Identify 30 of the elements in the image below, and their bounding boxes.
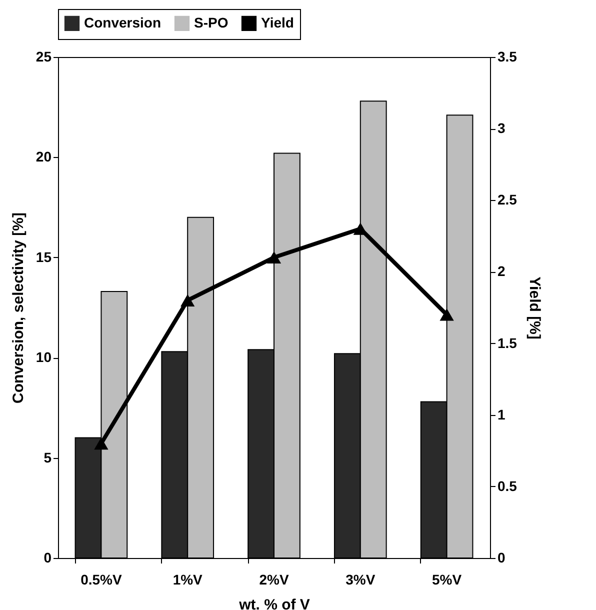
y-tick-label: 10 (36, 349, 52, 366)
y2-tick-label: 1.5 (498, 334, 518, 351)
y-tick-label: 25 (36, 48, 52, 64)
y2-tick-label: 2 (498, 263, 506, 280)
y-tick-label: 5 (44, 449, 52, 466)
x-tick-label: 0.5%V (80, 572, 122, 588)
legend-label: Yield (261, 14, 294, 30)
x-tick-label: 3%V (346, 572, 376, 588)
x-tick-label: 2%V (259, 572, 290, 588)
y2-tick-label: 3.5 (498, 48, 518, 64)
y-tick-label: 20 (36, 148, 52, 165)
y2-tick-label: 3 (498, 120, 506, 136)
x-tick-label: 1%V (172, 572, 204, 588)
x-tick-label: 5%V (432, 572, 462, 588)
point (440, 308, 454, 321)
point (180, 294, 195, 306)
y-tick-label: 15 (36, 248, 52, 265)
point (94, 437, 108, 450)
point (353, 222, 368, 235)
y2-tick-label: 0 (498, 550, 506, 566)
y-tick-label: 0 (44, 550, 52, 566)
point (266, 251, 282, 264)
legend-label: Conversion (84, 14, 162, 30)
y2-tick-label: 0.5 (498, 478, 518, 494)
legend-label: S-PO (194, 14, 228, 30)
y-axis-title: Conversion, selectivity [%] (10, 212, 27, 404)
y2-tick-label: 1 (498, 406, 506, 422)
y2-tick-label: 2.5 (498, 192, 518, 208)
y2-axis-title: Yield [%] (526, 276, 543, 340)
x-axis-title: wt. % of V (238, 596, 310, 610)
